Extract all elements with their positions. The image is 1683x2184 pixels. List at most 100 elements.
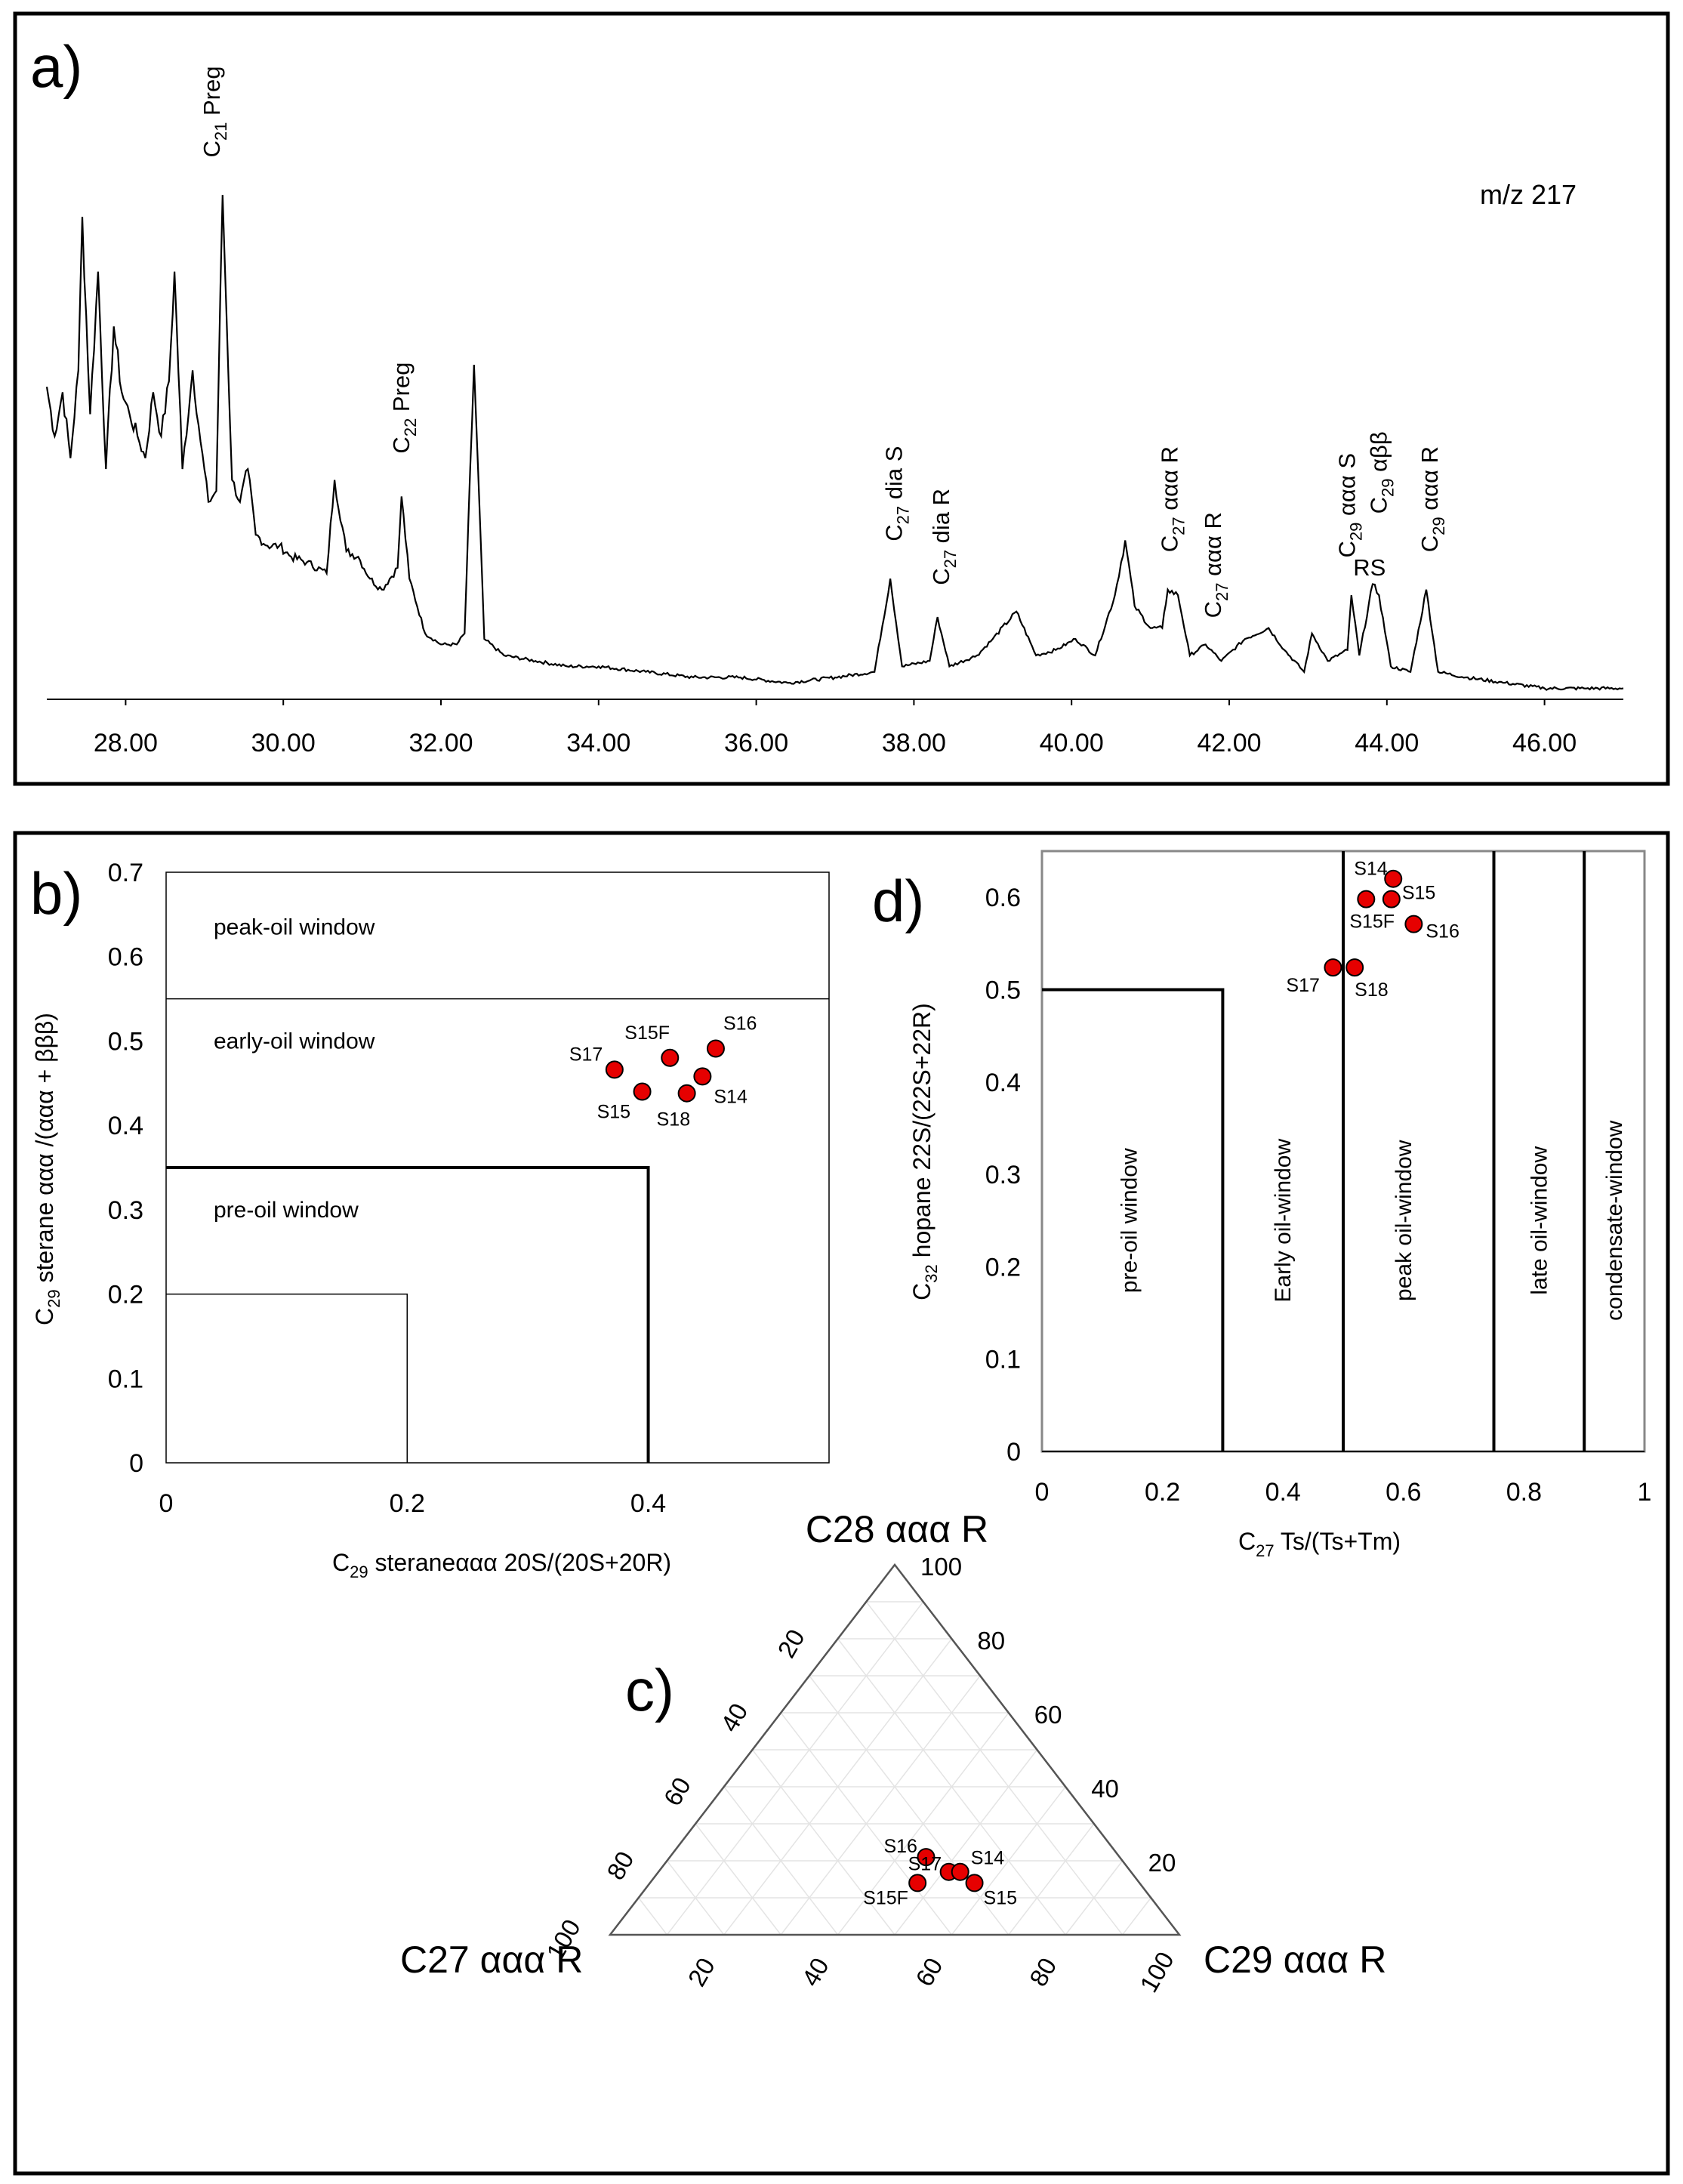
grid-line [638,1897,667,1936]
peak-label-base: C [1365,497,1392,514]
peak-label-base: C [199,140,225,157]
x-tick-label: 40.00 [1040,729,1104,757]
point-label: S18 [1355,979,1388,1001]
peak-label-rest: ααα R [1157,446,1183,517]
peak-label-rest: Preg [388,362,415,418]
data-point-S15 [1382,890,1401,908]
grid-line [1122,1897,1151,1936]
peak-label-rest: dia S [880,446,907,506]
peak-label-base: C [1334,541,1361,557]
zone-label: peak-oil window [214,915,375,940]
corner-label-right: C29 ααα R [1204,1939,1386,1981]
y-tick-label: 0.7 [108,859,143,887]
panel-d-y-title-rest: hopane 22S/(22S+22R) [908,1003,936,1264]
data-point-S18 [677,1084,696,1103]
peak-label-base: C [880,524,907,541]
x-tick-label: 0.2 [390,1489,425,1518]
panel-d-letter: d) [872,868,924,934]
left-tick-label: 20 [772,1624,809,1662]
point-label: S15 [1402,883,1435,904]
peak-label: C27 dia R [928,489,960,585]
bottom-tick-label: 100 [1134,1947,1179,1997]
rs-label: RS [1353,554,1386,581]
x-tick-label: 0 [159,1489,174,1518]
panel-b-y-title: C29 sterane ααα /(ααα + βββ) [31,1013,63,1325]
y-tick-label: 0.2 [108,1281,143,1309]
mz-label: m/z 217 [1480,179,1577,210]
y-tick-label: 0 [1006,1438,1021,1467]
peak-label: C29 αββ [1365,431,1397,514]
panel-b-x-title-sub: 29 [350,1562,368,1581]
x-tick-label: 0.8 [1506,1478,1542,1507]
x-tick-label: 32.00 [408,729,473,757]
zone-label: pre-oil window [214,1198,359,1223]
peak-label-base: C [388,436,415,453]
x-tick-label: 0.4 [1265,1478,1301,1507]
peak-label-rest: Preg [199,66,225,122]
peak-label-sub: 27 [941,550,960,568]
x-tick-label: 42.00 [1197,729,1261,757]
grid-line [666,1860,725,1936]
peak-label-base: C [1416,535,1443,552]
panel-a-letter: a) [30,33,82,100]
data-point-S17 [605,1060,624,1079]
peak-label: C21 Preg [199,66,230,158]
point-label: S15F [624,1023,670,1044]
bottom-tick-label: 60 [910,1953,948,1991]
bottom-tick-label: 20 [683,1953,720,1991]
data-point-S15F [1357,890,1376,908]
peak-label-sub: 27 [1213,582,1231,600]
grid-line [865,1601,1124,1936]
panel-d-plot: 0 0.1 0.2 0.3 0.4 0.5 0.6 0 0.2 0.4 0.6 0.8 1 pre-oil… [908,850,1651,1560]
grid-line [1065,1860,1124,1936]
left-tick-label: 40 [715,1698,753,1736]
point-label: S14 [714,1086,747,1107]
peak-label-base: C [1157,535,1183,552]
point-label: S15 [984,1887,1017,1908]
x-tick-label: 38.00 [882,729,946,757]
panel-b-x-title-rest: steraneααα 20S/(20S+20R) [368,1549,671,1576]
data-point-S18 [1345,958,1364,977]
peak-label-rest: ααα R [1416,446,1443,517]
y-tick-label: 0.6 [985,884,1021,912]
data-point-S14 [951,1862,969,1881]
y-tick-label: 0 [129,1449,143,1478]
panel-d-y-title-base: C [908,1283,936,1300]
grid-line [666,1601,924,1936]
point-label: S15 [597,1101,630,1122]
data-point-S15 [633,1082,652,1101]
peak-label-sub: 22 [401,418,420,436]
peak-label: C29 ααα S [1334,453,1366,558]
data-point-S16 [917,1848,936,1867]
peak-label-sub: 29 [1347,523,1366,541]
peak-label-sub: 21 [211,122,230,140]
point-label: S16 [1426,921,1459,942]
zone-label: early-oil window [214,1029,375,1053]
zone-label: late oil-window [1527,1146,1552,1295]
peak-label-rest: ααα S [1334,453,1361,523]
right-tick-label: 100 [920,1553,962,1581]
point-label: S18 [657,1109,690,1131]
pre-oil-boundary [1042,988,1225,1451]
ternary-frame [608,1562,1182,1936]
point-label: S17 [569,1044,603,1065]
point-label: S17 [1286,975,1319,996]
peak-label: C27 dia S [880,446,912,541]
y-tick-label: 0.1 [985,1346,1021,1374]
panel-c-letter: c) [625,1657,674,1723]
y-tick-label: 0.4 [108,1112,143,1140]
y-tick-label: 0.2 [985,1253,1021,1282]
panel-d-y-title-sub: 32 [922,1264,941,1282]
inner-box-0.2 [166,1293,408,1463]
x-tick-label: 30.00 [251,729,316,757]
bottom-tick-label: 80 [1024,1953,1062,1991]
peak-label-sub: 27 [893,506,912,524]
panel-d-x-title-rest: Ts/(Ts+Tm) [1275,1528,1401,1555]
peak-label: C27 ααα R [1157,446,1188,552]
peak-label: C22 Preg [388,362,420,454]
corner-label-top: C28 ααα R [806,1508,988,1550]
point-label: S15F [1349,912,1395,933]
right-tick-label: 20 [1148,1849,1176,1877]
grid-line [809,1675,1009,1936]
